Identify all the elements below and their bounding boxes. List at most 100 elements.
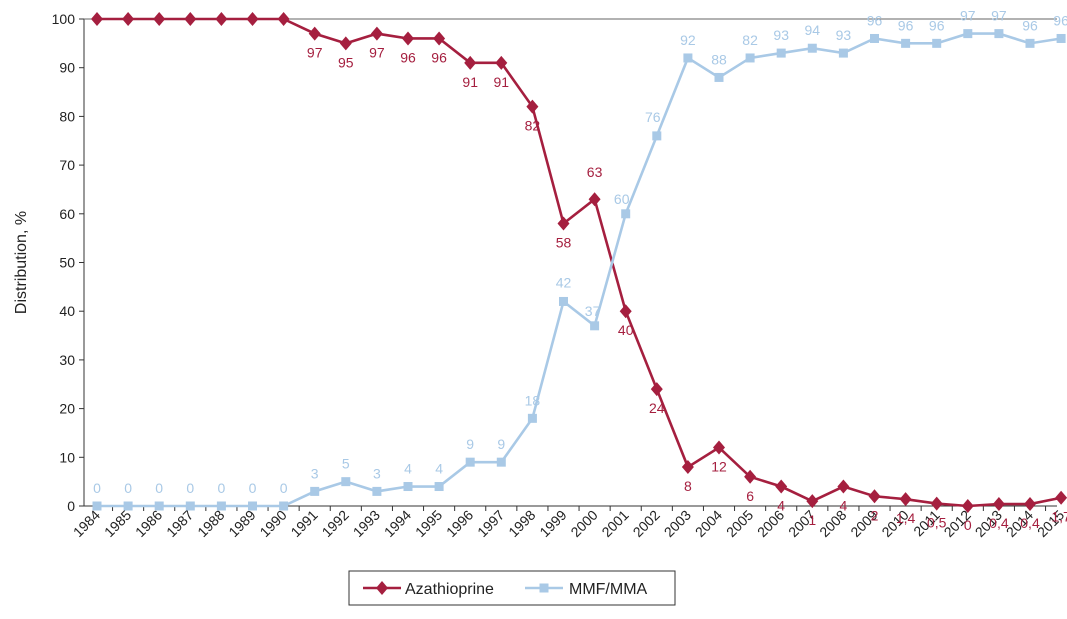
data-point-azathioprine xyxy=(806,494,819,509)
x-tick-label: 1994 xyxy=(381,507,414,540)
data-point-mmf-mma xyxy=(621,209,631,219)
data-label: 97 xyxy=(307,45,323,61)
legend-marker-mmf-mma xyxy=(539,583,549,593)
data-point-mmf-mma xyxy=(92,501,102,511)
data-point-mmf-mma xyxy=(341,477,351,487)
data-point-azathioprine xyxy=(992,497,1005,512)
data-label: 5 xyxy=(342,456,350,472)
data-label: 76 xyxy=(645,109,661,125)
data-point-azathioprine xyxy=(277,12,290,26)
data-point-azathioprine xyxy=(681,460,694,475)
data-label: 58 xyxy=(556,235,572,251)
data-point-mmf-mma xyxy=(496,457,506,467)
data-point-mmf-mma xyxy=(403,482,413,492)
data-point-mmf-mma xyxy=(310,486,320,496)
x-tick-label: 1995 xyxy=(412,507,445,540)
data-point-azathioprine xyxy=(619,304,632,319)
data-point-mmf-mma xyxy=(807,43,817,53)
data-label: 97 xyxy=(960,8,976,24)
data-label: 0,5 xyxy=(927,515,947,531)
data-label: 12 xyxy=(711,459,727,475)
data-point-mmf-mma xyxy=(154,501,164,511)
data-point-azathioprine xyxy=(153,12,166,26)
data-label: 93 xyxy=(836,27,852,43)
data-point-mmf-mma xyxy=(434,482,444,492)
data-label: 6 xyxy=(746,488,754,504)
data-point-mmf-mma xyxy=(901,38,911,48)
data-point-azathioprine xyxy=(557,216,570,231)
data-point-azathioprine xyxy=(930,496,943,511)
legend-label-azathioprine: Azathioprine xyxy=(405,581,494,598)
data-point-mmf-mma xyxy=(123,501,133,511)
data-point-mmf-mma xyxy=(776,48,786,58)
data-point-azathioprine xyxy=(775,479,788,494)
data-point-mmf-mma xyxy=(1025,38,1035,48)
data-point-azathioprine xyxy=(91,12,103,26)
data-label: 9 xyxy=(466,436,474,452)
data-label: 82 xyxy=(525,118,541,134)
data-point-mmf-mma xyxy=(932,38,942,48)
x-tick-label: 1999 xyxy=(536,507,569,540)
data-point-azathioprine xyxy=(495,55,508,70)
y-tick-label: 90 xyxy=(59,60,75,76)
y-tick-label: 30 xyxy=(59,352,75,368)
data-point-mmf-mma xyxy=(527,413,537,423)
data-point-azathioprine xyxy=(526,99,539,114)
series-line-azathioprine xyxy=(97,17,1062,508)
x-tick-label: 1993 xyxy=(350,507,383,540)
x-tick-label: 1988 xyxy=(194,507,227,540)
y-tick-label: 0 xyxy=(67,498,75,514)
data-label: 88 xyxy=(711,51,727,67)
data-label: 96 xyxy=(431,49,447,65)
data-label: 96 xyxy=(929,17,945,33)
data-label: 24 xyxy=(649,400,665,416)
data-point-mmf-mma xyxy=(590,321,600,331)
data-label: 0 xyxy=(218,480,226,496)
data-label: 0 xyxy=(155,480,163,496)
data-point-azathioprine xyxy=(339,36,352,51)
data-point-mmf-mma xyxy=(559,296,568,306)
data-label: 97 xyxy=(991,8,1007,24)
data-label: 0 xyxy=(186,480,194,496)
x-tick-label: 1987 xyxy=(163,507,196,540)
x-tick-label: 1991 xyxy=(287,507,320,540)
data-label: 0 xyxy=(124,480,132,496)
data-point-mmf-mma xyxy=(838,48,848,58)
data-point-azathioprine xyxy=(961,499,974,513)
x-tick-label: 1998 xyxy=(505,507,538,540)
data-label: 0 xyxy=(249,480,257,496)
data-label: 40 xyxy=(618,322,634,338)
data-point-azathioprine xyxy=(433,31,446,46)
data-label: 82 xyxy=(742,32,758,48)
x-tick-label: 1989 xyxy=(225,507,258,540)
x-tick-label: 2001 xyxy=(598,507,631,540)
data-label: 63 xyxy=(587,164,603,180)
data-label: 96 xyxy=(867,12,883,28)
data-point-azathioprine xyxy=(899,492,912,507)
x-tick-label: 2002 xyxy=(630,507,663,540)
data-point-azathioprine xyxy=(1024,497,1036,512)
data-label: 91 xyxy=(462,74,478,90)
data-point-mmf-mma xyxy=(870,33,879,43)
data-label: 0,4 xyxy=(1020,515,1040,531)
x-tick-label: 1992 xyxy=(319,507,352,540)
data-label: 60 xyxy=(614,191,630,207)
data-point-mmf-mma xyxy=(994,29,1004,39)
data-point-azathioprine xyxy=(246,12,259,26)
data-point-azathioprine xyxy=(713,440,725,455)
data-label: 91 xyxy=(494,74,510,90)
x-tick-label: 1986 xyxy=(132,507,165,540)
y-tick-label: 40 xyxy=(59,303,75,319)
data-label: 0 xyxy=(280,480,288,496)
data-label: 97 xyxy=(369,45,385,61)
y-tick-label: 20 xyxy=(59,401,75,417)
data-point-mmf-mma xyxy=(1056,33,1066,43)
data-point-azathioprine xyxy=(1055,490,1067,505)
data-point-azathioprine xyxy=(650,382,663,397)
x-tick-label: 2000 xyxy=(567,507,600,540)
data-label: 94 xyxy=(805,22,821,38)
data-point-mmf-mma xyxy=(185,501,195,511)
data-label: 8 xyxy=(684,478,692,494)
data-point-mmf-mma xyxy=(372,486,382,496)
data-label: 4 xyxy=(840,498,848,514)
